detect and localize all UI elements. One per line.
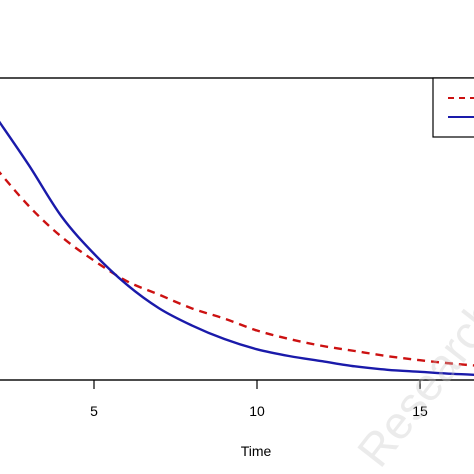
series-layer [0,120,474,376]
watermark: ResearchGate [347,210,474,474]
series-line-solid [0,120,474,376]
x-axis-title: Time [241,443,272,459]
series-line-dashed [0,171,474,367]
legend-box [432,77,474,138]
x-axis: 5 10 15 [90,380,428,419]
x-tick-label: 5 [90,403,98,419]
plot-frame [0,77,474,381]
x-tick-label: 10 [249,403,265,419]
plot-area [0,77,474,381]
legend [432,77,474,138]
x-tick-label: 15 [412,403,428,419]
